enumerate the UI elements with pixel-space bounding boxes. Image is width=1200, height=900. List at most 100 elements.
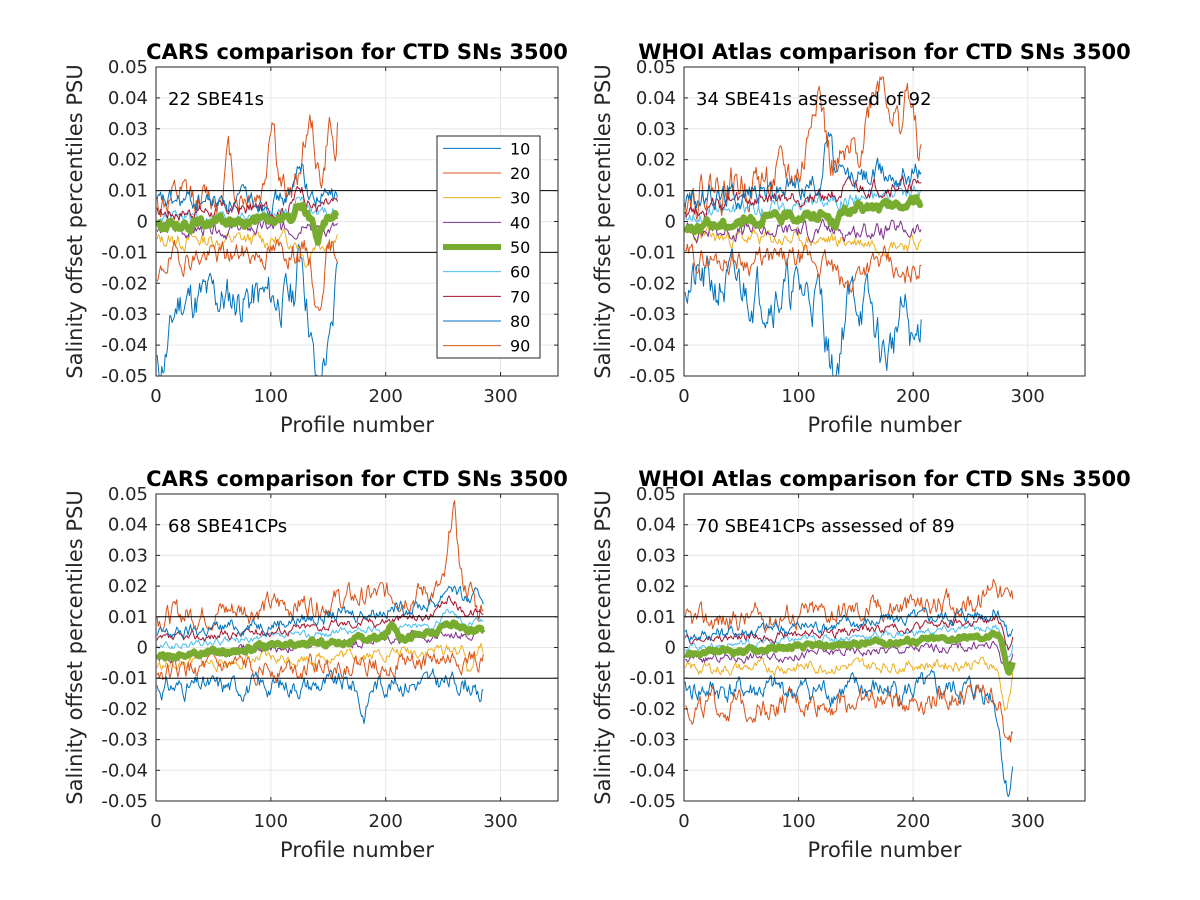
chart-title: CARS comparison for CTD SNs 3500: [146, 467, 568, 491]
y-tick-label: -0.05: [629, 366, 676, 387]
series-group: [156, 114, 340, 376]
y-tick-label: -0.03: [101, 304, 148, 325]
y-tick-label: 0.03: [108, 119, 148, 140]
x-tick-label: 100: [254, 811, 288, 832]
series-line-50: [684, 629, 1016, 676]
y-axis-label: Salinity offset percentiles PSU: [63, 64, 87, 378]
x-tick-label: 0: [678, 811, 689, 832]
x-tick-label: 200: [369, 386, 403, 407]
series-line-70: [156, 595, 484, 642]
legend-label-70: 70: [510, 287, 530, 306]
y-tick-label: 0.04: [636, 88, 676, 109]
y-tick-label: -0.05: [629, 791, 676, 812]
y-tick-label: 0.01: [636, 181, 676, 202]
y-tick-label: 0: [665, 212, 676, 233]
x-tick-label: 200: [896, 811, 930, 832]
x-axis-label: Profile number: [280, 413, 434, 437]
y-tick-label: 0: [137, 638, 148, 659]
chart-panel-3: 0 100 200 300 -0.05 -0.04 -0.03 -0.02 -0.01 0 0.01…: [63, 467, 568, 862]
y-tick-label: -0.02: [101, 699, 148, 720]
y-tick-label: 0.02: [108, 150, 148, 171]
y-tick-label: 0.05: [636, 57, 676, 78]
series-line-90: [684, 683, 1014, 743]
chart-title: CARS comparison for CTD SNs 3500: [146, 40, 568, 64]
y-axis-label: Salinity offset percentiles PSU: [591, 490, 615, 804]
series-line-10: [684, 247, 922, 376]
y-tick-label: 0.01: [108, 181, 148, 202]
legend-label-10: 10: [510, 139, 530, 158]
y-tick-label: 0.05: [108, 484, 148, 505]
y-tick-label: -0.05: [101, 791, 148, 812]
legend: 10 20 30 40 50 60 70 80 90: [436, 135, 541, 359]
x-axis-label: Profile number: [808, 413, 962, 437]
legend-label-80: 80: [510, 312, 530, 331]
x-tick-label: 200: [896, 386, 930, 407]
series-line-30: [684, 656, 1014, 711]
series-line-90: [156, 239, 338, 311]
annotation-text: 34 SBE41s assessed of 92: [696, 89, 932, 110]
y-tick-label: -0.03: [629, 304, 676, 325]
x-tick-label: 300: [1011, 386, 1045, 407]
chart-panel-2: 0 100 200 300 -0.05 -0.04 -0.03 -0.02 -0.01 0 0.01…: [591, 40, 1131, 437]
series-line-90: [684, 243, 922, 293]
y-tick-label: -0.04: [629, 760, 676, 781]
annotation-text: 68 SBE41CPs: [168, 516, 287, 537]
x-tick-label: 100: [254, 386, 288, 407]
x-tick-label: 0: [150, 386, 161, 407]
series-line-80: [156, 585, 484, 638]
y-tick-label: 0: [137, 212, 148, 233]
x-tick-label: 100: [781, 811, 815, 832]
series-line-20: [684, 76, 922, 220]
x-tick-label: 0: [150, 811, 161, 832]
series-line-60: [684, 183, 922, 225]
x-tick-label: 100: [781, 386, 815, 407]
legend-label-90: 90: [510, 337, 530, 356]
series-line-30: [156, 642, 484, 673]
legend-label-20: 20: [510, 164, 530, 183]
series-line-70: [156, 185, 338, 221]
legend-label-50: 50: [510, 238, 530, 257]
y-tick-label: 0.04: [108, 88, 148, 109]
legend-label-40: 40: [510, 213, 530, 232]
series-line-80: [684, 607, 1014, 643]
series-line-60: [156, 608, 484, 650]
series-line-50: [156, 619, 486, 662]
y-tick-label: -0.02: [629, 699, 676, 720]
y-tick-label: 0.02: [108, 576, 148, 597]
y-tick-label: 0.03: [636, 119, 676, 140]
y-tick-label: 0.04: [108, 515, 148, 536]
y-tick-label: -0.04: [101, 760, 148, 781]
chart-panel-1: 0 100 200 300 -0.05 -0.04 -0.03 -0.02 -0.01 0 0.01…: [63, 40, 568, 437]
y-tick-label: 0.01: [108, 607, 148, 628]
series-line-40: [156, 218, 338, 240]
y-axis-label: Salinity offset percentiles PSU: [591, 64, 615, 378]
y-tick-label: 0.02: [636, 150, 676, 171]
series-line-10: [684, 669, 1014, 798]
series-line-80: [156, 163, 338, 219]
x-tick-label: 200: [369, 811, 403, 832]
series-group: [684, 76, 924, 376]
series-group: [684, 578, 1016, 798]
x-tick-label: 300: [483, 811, 517, 832]
legend-label-30: 30: [510, 189, 530, 208]
y-tick-label: -0.03: [629, 730, 676, 751]
series-group: [156, 500, 486, 724]
series-line-80: [684, 132, 922, 211]
y-tick-label: -0.01: [101, 668, 148, 689]
y-tick-label: -0.03: [101, 730, 148, 751]
chart-panel-4: 0 100 200 300 -0.05 -0.04 -0.03 -0.02 -0.01 0 0.01…: [591, 467, 1131, 862]
series-line-50: [684, 194, 924, 236]
x-tick-label: 300: [1011, 811, 1045, 832]
y-tick-label: -0.02: [629, 273, 676, 294]
x-tick-label: 300: [483, 386, 517, 407]
legend-label-60: 60: [510, 263, 530, 282]
x-axis-label: Profile number: [280, 838, 434, 862]
x-axis-label: Profile number: [808, 838, 962, 862]
y-axis-label: Salinity offset percentiles PSU: [63, 490, 87, 804]
y-tick-label: -0.04: [629, 335, 676, 356]
y-tick-label: 0.03: [108, 545, 148, 566]
series-line-60: [684, 622, 1014, 658]
y-tick-label: -0.02: [101, 273, 148, 294]
y-tick-label: 0: [665, 638, 676, 659]
